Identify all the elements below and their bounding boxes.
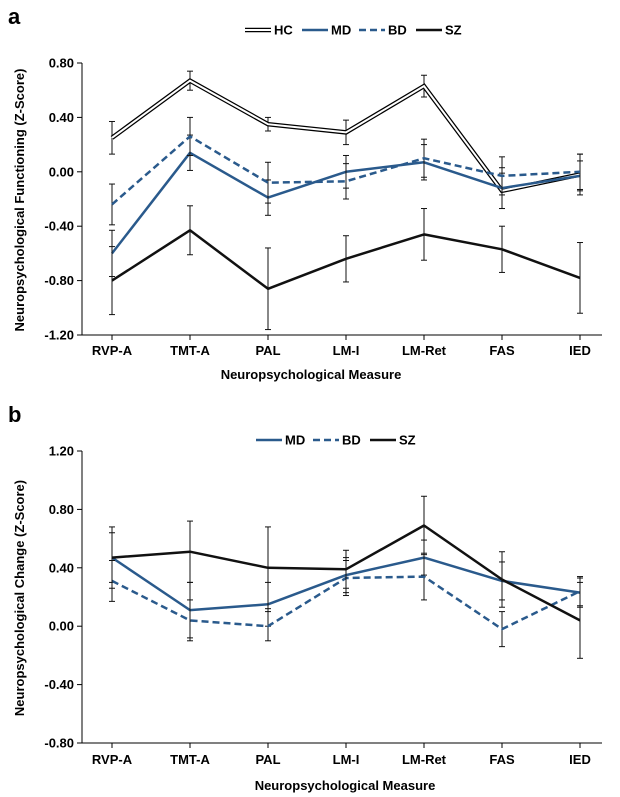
x-tick-label: LM-Ret <box>402 343 447 358</box>
x-tick-label: IED <box>569 752 591 767</box>
y-tick-label: 1.20 <box>49 444 74 459</box>
panel-b-y-title: Neuropsychological Change (Z-Score) <box>12 480 27 716</box>
legend-item-sz: SZ <box>370 433 416 448</box>
y-tick-label: 0.80 <box>49 56 74 71</box>
y-tick-label: 0.00 <box>49 164 74 179</box>
legend-label: MD <box>331 23 351 38</box>
y-tick-label: 0.00 <box>49 619 74 634</box>
x-tick-label: PAL <box>255 343 280 358</box>
panel-b-x-ticks: RVP-A TMT-A PAL LM-I LM-Ret FAS IED <box>92 743 591 767</box>
series-line-sz <box>111 229 581 291</box>
y-tick-label: -0.80 <box>44 736 74 751</box>
y-tick-label: -0.80 <box>44 273 74 288</box>
y-tick-label: -1.20 <box>44 328 74 343</box>
y-tick-label: 0.40 <box>49 110 74 125</box>
panel-a-x-title: Neuropsychological Measure <box>221 367 402 382</box>
y-tick-label: 0.40 <box>49 560 74 575</box>
legend-label: SZ <box>445 23 462 38</box>
series-line-sz <box>111 524 581 622</box>
x-tick-label: FAS <box>489 343 515 358</box>
x-tick-label: RVP-A <box>92 343 133 358</box>
panel-a-legend: HC MD BD SZ <box>245 23 462 38</box>
legend-item-hc: HC <box>245 23 293 38</box>
panel-a-y-title: Neuropsychological Functioning (Z-Score) <box>12 69 27 332</box>
x-tick-label: TMT-A <box>170 343 210 358</box>
legend-label: BD <box>342 433 361 448</box>
panel-a: a HC MD BD SZ 0.80 0.40 0.00 -0.40 -0.80 -1.20 R… <box>8 4 602 382</box>
y-tick-label: -0.40 <box>44 677 74 692</box>
x-tick-label: PAL <box>255 752 280 767</box>
panel-a-y-ticks: 0.80 0.40 0.00 -0.40 -0.80 -1.20 <box>44 56 82 343</box>
x-tick-label: LM-Ret <box>402 752 447 767</box>
x-tick-label: TMT-A <box>170 752 210 767</box>
legend-item-bd: BD <box>313 433 361 448</box>
series-sz <box>109 205 583 331</box>
y-tick-label: -0.40 <box>44 219 74 234</box>
legend-label: SZ <box>399 433 416 448</box>
legend-label: BD <box>388 23 407 38</box>
panel-b-x-title: Neuropsychological Measure <box>255 778 436 793</box>
panel-a-letter: a <box>8 4 21 29</box>
panel-a-series <box>109 70 583 331</box>
legend-item-sz: SZ <box>416 23 462 38</box>
x-tick-label: LM-I <box>333 343 360 358</box>
panel-b: b MD BD SZ 1.20 0.80 0.40 0.00 -0.40 -0.80 RVP-… <box>8 402 602 793</box>
y-tick-label: 0.80 <box>49 502 74 517</box>
legend-item-bd: BD <box>359 23 407 38</box>
panel-b-series <box>109 495 583 659</box>
x-tick-label: FAS <box>489 752 515 767</box>
panel-b-legend: MD BD SZ <box>256 433 416 448</box>
panel-b-y-ticks: 1.20 0.80 0.40 0.00 -0.40 -0.80 <box>44 444 82 751</box>
series-bd <box>109 116 583 226</box>
series-sz <box>109 495 583 659</box>
legend-item-md: MD <box>302 23 351 38</box>
legend-label: HC <box>274 23 293 38</box>
panel-a-x-ticks: RVP-A TMT-A PAL LM-I LM-Ret FAS IED <box>92 335 591 358</box>
series-line-bd <box>111 135 581 206</box>
x-tick-label: LM-I <box>333 752 360 767</box>
legend-label: MD <box>285 433 305 448</box>
legend-item-md: MD <box>256 433 305 448</box>
x-tick-label: RVP-A <box>92 752 133 767</box>
panel-b-letter: b <box>8 402 21 427</box>
x-tick-label: IED <box>569 343 591 358</box>
